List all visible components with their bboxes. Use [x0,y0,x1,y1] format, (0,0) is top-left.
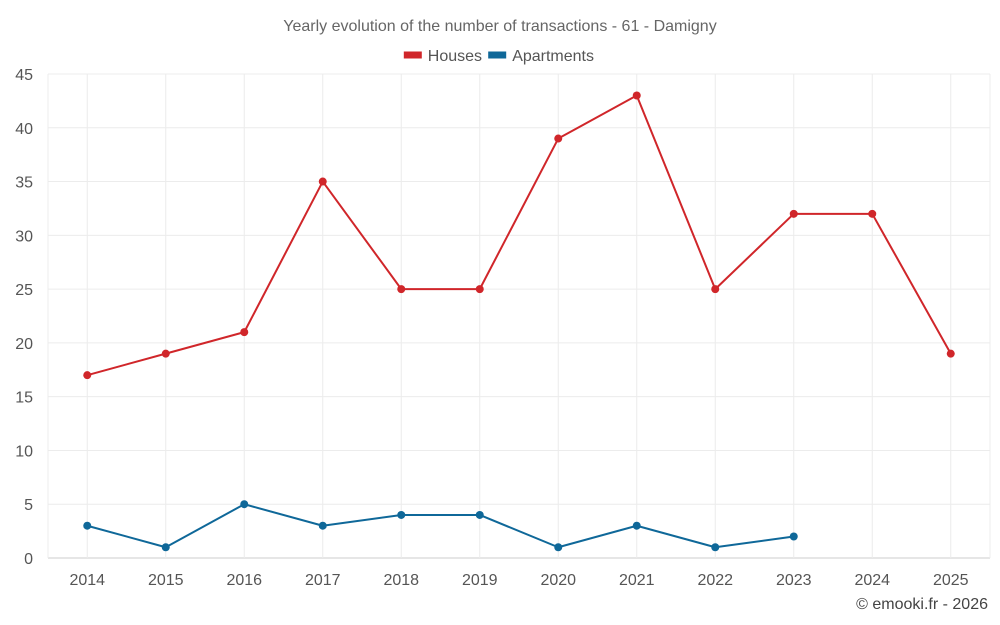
data-point[interactable] [475,285,484,294]
x-tick-label: 2019 [462,572,498,589]
data-point[interactable] [397,510,406,519]
data-point[interactable] [83,371,92,380]
x-tick-label: 2020 [540,572,576,589]
data-point[interactable] [240,500,249,509]
x-axis-ticks: 2014 2015 2016 2017 2018 2019 2020 2021 2022 2023… [69,572,968,589]
legend-swatch [403,51,422,59]
credit-text: © emooki.fr - 2026 [856,596,988,613]
grid [47,73,991,559]
y-tick-label: 0 [24,551,33,568]
legend-swatch [488,51,507,59]
y-tick-label: 25 [15,282,33,299]
data-point[interactable] [318,521,327,530]
data-point[interactable] [632,91,641,100]
data-point[interactable] [711,543,720,552]
legend-label: Apartments [512,48,594,65]
data-point[interactable] [161,349,170,358]
data-point[interactable] [946,349,955,358]
x-tick-label: 2022 [697,572,733,589]
data-point[interactable] [789,532,798,541]
data-point[interactable] [632,521,641,530]
series-line [86,503,794,549]
y-tick-label: 30 [15,228,33,245]
legend: Houses Apartments [403,48,594,65]
y-tick-label: 5 [24,497,33,514]
data-point[interactable] [161,543,170,552]
data-point[interactable] [318,177,327,186]
series-layer [83,91,955,552]
x-tick-label: 2016 [226,572,262,589]
x-tick-label: 2021 [619,572,655,589]
data-point[interactable] [789,209,798,218]
data-point[interactable] [554,543,563,552]
series-houses [83,91,955,380]
chart-title: Yearly evolution of the number of transa… [283,18,716,35]
x-tick-label: 2018 [383,572,419,589]
x-tick-label: 2015 [148,572,184,589]
data-point[interactable] [397,285,406,294]
data-point[interactable] [240,328,249,337]
data-point[interactable] [868,209,877,218]
y-tick-label: 40 [15,121,33,138]
data-point[interactable] [554,134,563,143]
legend-item-apartments[interactable]: Apartments [488,48,594,65]
series-line [86,94,952,377]
y-tick-label: 35 [15,175,33,192]
x-tick-label: 2024 [854,572,890,589]
y-tick-label: 15 [15,390,33,407]
y-axis-ticks: 0 5 10 15 20 25 30 35 40 45 [15,67,33,568]
x-tick-label: 2017 [305,572,341,589]
y-tick-label: 10 [15,443,33,460]
y-tick-label: 20 [15,336,33,353]
legend-item-houses[interactable]: Houses [403,48,482,65]
legend-label: Houses [428,48,482,65]
x-tick-label: 2023 [776,572,812,589]
data-point[interactable] [475,510,484,519]
series-apartments [83,500,798,552]
y-tick-label: 45 [15,67,33,84]
data-point[interactable] [83,521,92,530]
data-point[interactable] [711,285,720,294]
x-tick-label: 2014 [69,572,105,589]
x-tick-label: 2025 [933,572,969,589]
